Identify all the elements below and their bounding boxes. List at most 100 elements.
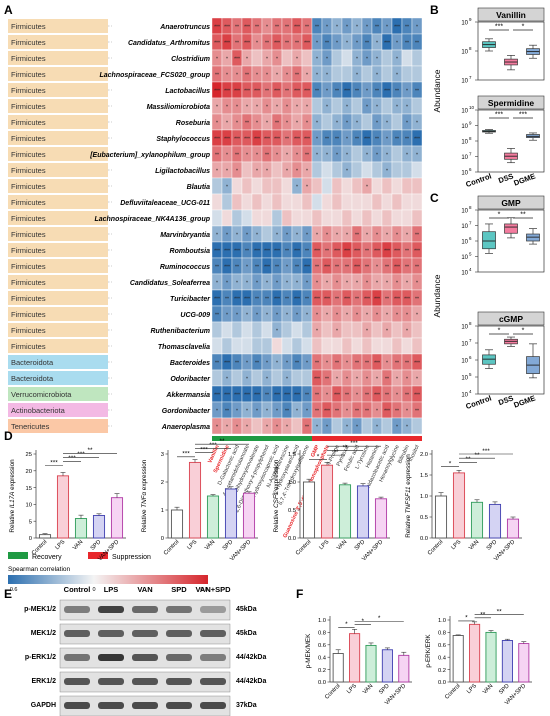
cell-significance: * <box>376 313 378 319</box>
colorbar <box>8 575 208 584</box>
cell-significance: * <box>396 281 398 287</box>
cell-significance: * <box>336 377 338 383</box>
heatmap-cell <box>411 49 423 67</box>
heatmap-cell <box>261 177 273 195</box>
box-control <box>482 231 496 250</box>
heatmap-cell <box>381 417 393 435</box>
x-tick-label: VAN <box>468 539 480 551</box>
cell-significance: ** <box>305 297 309 303</box>
phylum-box <box>8 243 108 257</box>
cell-significance: ** <box>255 25 259 31</box>
phylum-label: Firmicutes <box>11 342 46 351</box>
genus-label: Candidatus_Soleaferrea <box>130 280 210 287</box>
blot-band <box>98 702 124 709</box>
cell-significance: * <box>346 41 348 47</box>
cell-significance: ** <box>315 393 319 399</box>
cell-significance: * <box>286 233 288 239</box>
cell-significance: * <box>326 233 328 239</box>
cell-significance: *** <box>304 41 310 47</box>
y-tick-label: 1.5 <box>420 473 428 479</box>
y-tick-label: 1.0 <box>420 494 428 500</box>
phylum-box <box>8 99 108 113</box>
cell-significance: ** <box>235 265 239 271</box>
bar-control <box>434 495 448 539</box>
cell-significance: * <box>316 137 318 143</box>
y-tick-base: 10 <box>461 376 468 382</box>
cell-significance: * <box>266 361 268 367</box>
x-tick-label: LPS <box>186 539 198 551</box>
cell-significance: *** <box>294 249 300 255</box>
heatmap-cell <box>351 337 363 355</box>
band-size: 37kDa <box>236 702 257 709</box>
heatmap-cell <box>241 209 253 227</box>
cell-significance: * <box>366 89 368 95</box>
cell-significance: *** <box>304 137 310 143</box>
cell-significance: *** <box>224 361 230 367</box>
genus-label: [Eubacterium]_xylanophilum_group <box>89 152 211 159</box>
significance-label: *** <box>50 460 58 467</box>
heatmap-cell <box>261 321 273 339</box>
cell-significance: ** <box>385 265 389 271</box>
bar-van <box>206 495 220 539</box>
cell-significance: * <box>306 361 308 367</box>
phylum-box <box>8 67 108 81</box>
cell-significance: * <box>396 41 398 47</box>
heatmap-cell <box>281 209 293 227</box>
cell-significance: * <box>396 425 398 431</box>
cell-significance: *** <box>254 89 260 95</box>
bar-control <box>302 481 316 539</box>
cell-significance: * <box>326 361 328 367</box>
bar-lps <box>469 623 481 683</box>
y-tick-base: 10 <box>461 209 468 215</box>
cell-significance: * <box>286 169 288 175</box>
heatmap-cell <box>241 161 253 179</box>
heatmap-cell <box>311 209 323 227</box>
x-tick-label: VAN <box>72 539 84 551</box>
y-tick-base: 10 <box>461 255 468 261</box>
phylum-box <box>8 83 108 97</box>
cell-significance: * <box>316 281 318 287</box>
blot-band <box>200 678 226 685</box>
cell-significance: ** <box>215 313 219 319</box>
cell-significance: ** <box>365 361 369 367</box>
panel-letter-a: A <box>4 3 13 17</box>
cell-significance: * <box>306 409 308 415</box>
cell-significance: *** <box>224 265 230 271</box>
y-axis-label: Relative IL17A expression <box>9 459 16 533</box>
subplot-title: GMP <box>501 198 521 208</box>
cell-significance: ** <box>415 297 419 303</box>
cell-significance: *** <box>254 249 260 255</box>
cell-significance: ** <box>405 137 409 143</box>
cell-significance: ** <box>265 297 269 303</box>
genus-label: Defluviitaleaceae_UCG-011 <box>120 200 210 207</box>
genus-label: Akkermansia <box>165 392 210 399</box>
cell-significance: * <box>376 409 378 415</box>
cell-significance: * <box>246 153 248 159</box>
heatmap-cell <box>241 177 253 195</box>
phylum-label: Firmicutes <box>11 294 46 303</box>
cell-significance: *** <box>414 393 420 399</box>
cell-significance: * <box>346 25 348 31</box>
cell-significance: ** <box>415 89 419 95</box>
cell-significance: * <box>336 281 338 287</box>
cell-significance: * <box>386 233 388 239</box>
heatmap-cell <box>301 193 313 211</box>
cell-significance: ** <box>285 249 289 255</box>
significance-label: ** <box>520 212 526 219</box>
cell-significance: * <box>376 425 378 431</box>
cell-significance: * <box>216 105 218 111</box>
cell-significance: * <box>236 105 238 111</box>
blot-band <box>166 702 192 709</box>
cell-significance: * <box>336 313 338 319</box>
heatmap-cell <box>351 161 363 179</box>
y-tick-exponent: 4 <box>469 267 472 272</box>
cell-significance: * <box>416 121 418 127</box>
blot-band <box>64 606 90 613</box>
cell-significance: * <box>386 313 388 319</box>
y-tick-exponent: 5 <box>469 372 472 377</box>
cell-significance: ** <box>365 249 369 255</box>
colorbar-tick-mid: 0 <box>92 587 95 593</box>
y-tick-label: 0.8 <box>318 631 326 637</box>
y-tick-label: 0.8 <box>438 631 446 637</box>
